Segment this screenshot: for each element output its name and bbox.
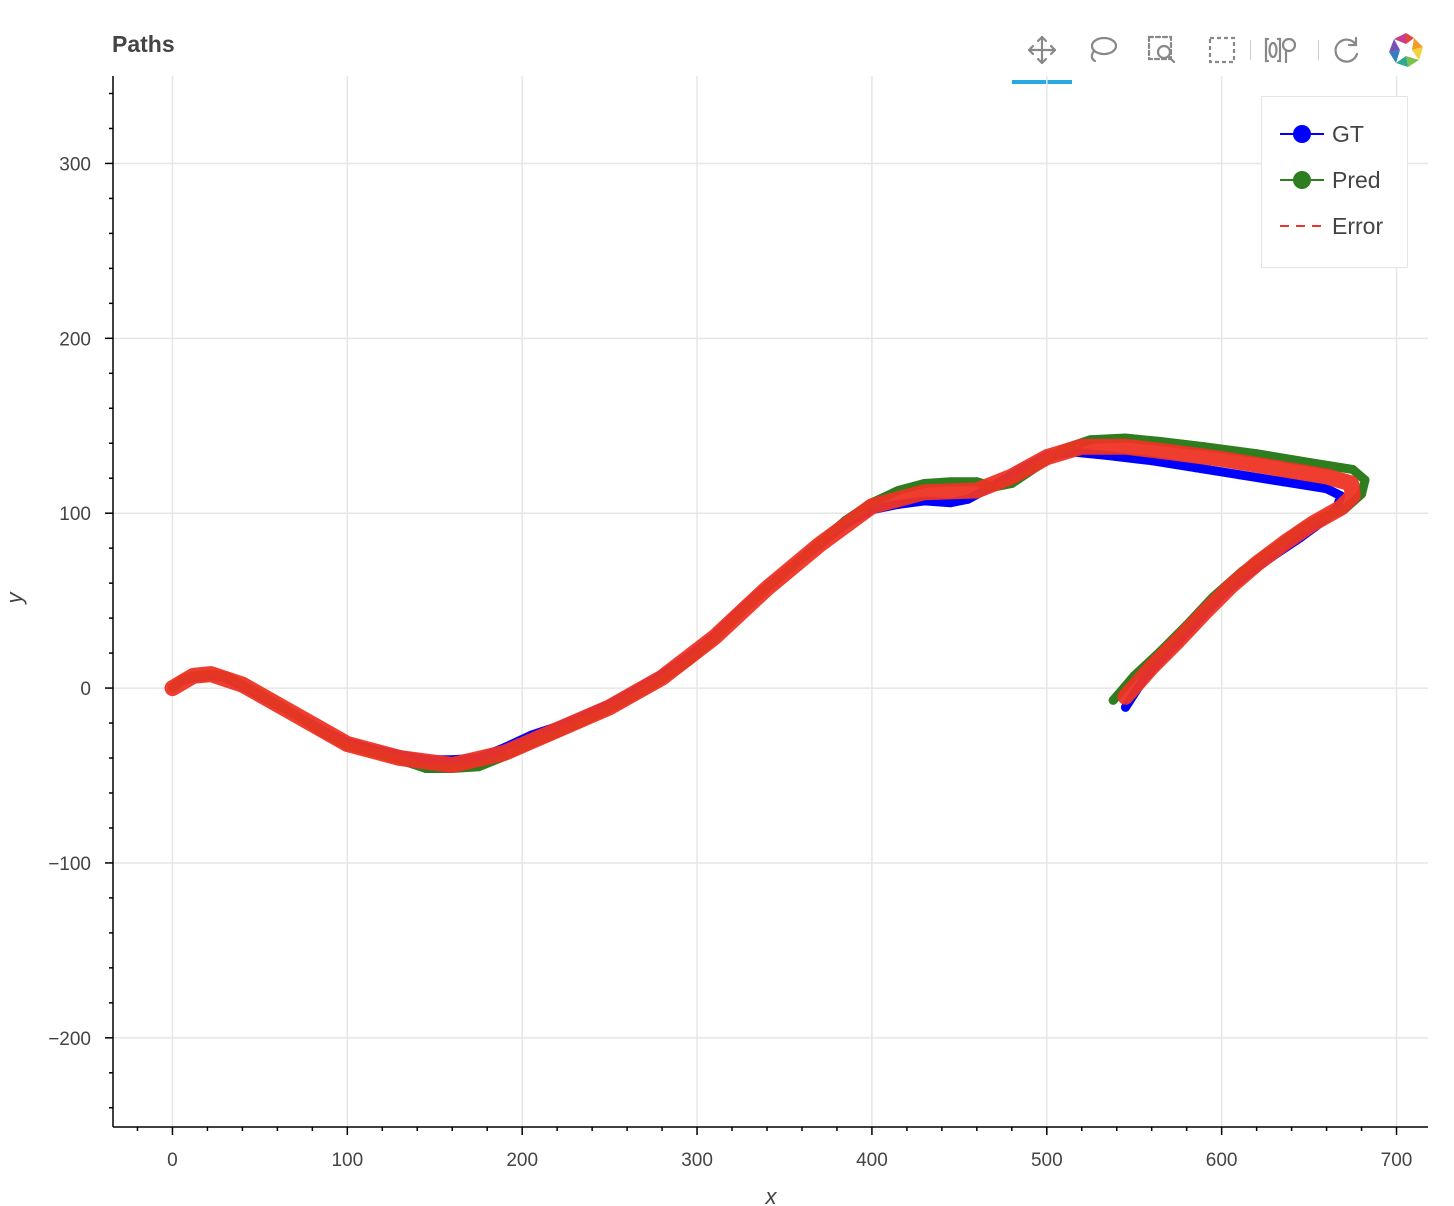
legend-glyph-gt: [1280, 125, 1324, 143]
x-tick-label: 600: [1206, 1150, 1238, 1171]
gt-point: [1147, 456, 1157, 466]
legend-item-error[interactable]: Error: [1280, 209, 1405, 243]
gt-point: [1278, 477, 1288, 487]
gt-point: [946, 498, 956, 508]
y-tick-label: 300: [59, 154, 91, 175]
gt-point: [1120, 702, 1130, 712]
grid: [113, 76, 1428, 1127]
y-tick-label: 0: [80, 679, 91, 700]
legend-label-pred: Pred: [1332, 167, 1381, 193]
lasso-select-tool[interactable]: [1082, 30, 1122, 70]
x-tick-label: 500: [1031, 1150, 1063, 1171]
legend-item-pred[interactable]: Pred: [1280, 163, 1405, 197]
box-select-tool[interactable]: [1202, 30, 1242, 70]
series-line-error: [164, 438, 1361, 773]
x-tick-label: 700: [1381, 1150, 1413, 1171]
y-axis-title: y: [2, 591, 27, 606]
hover-tool[interactable]: [1262, 30, 1302, 70]
chart-toolbar: [1010, 20, 1450, 84]
box-select-icon: [1208, 36, 1236, 64]
bokeh-logo[interactable]: [1386, 30, 1426, 70]
legend-label-error: Error: [1332, 213, 1384, 239]
pred-point: [1252, 449, 1262, 459]
bokeh-logo-icon: [1389, 33, 1423, 67]
x-tick-label: 200: [506, 1150, 538, 1171]
box-zoom-icon: [1147, 35, 1176, 64]
x-tick-label: 400: [856, 1150, 888, 1171]
toolbar-separator: [1250, 40, 1251, 60]
x-tick-label: 300: [681, 1150, 713, 1171]
y-tick-label: −200: [48, 1029, 91, 1050]
pred-point: [1360, 475, 1370, 485]
y-tick-label: 200: [59, 329, 91, 350]
y-tick-label: −100: [48, 854, 91, 875]
reset-icon: [1334, 36, 1359, 63]
x-tick-label: 100: [331, 1150, 363, 1171]
toolbar-separator: [1318, 40, 1319, 60]
pred-point: [1108, 695, 1118, 705]
pan-icon: [1027, 35, 1057, 65]
reset-tool[interactable]: [1326, 30, 1366, 70]
legend-item-gt[interactable]: GT: [1280, 117, 1405, 151]
pred-point: [1348, 464, 1358, 474]
pred-point: [1304, 457, 1314, 467]
gt-point: [1234, 470, 1244, 480]
gt-point: [1322, 484, 1332, 494]
box-zoom-tool[interactable]: [1142, 30, 1182, 70]
gt-point: [1190, 463, 1200, 473]
pan-tool[interactable]: [1012, 30, 1072, 84]
x-axis-title: x: [765, 1184, 778, 1206]
legend-glyph-error: [1280, 225, 1324, 227]
y-tick-label: 100: [59, 504, 91, 525]
legend-glyph-pred: [1280, 171, 1324, 189]
series-line-pred: [168, 433, 1370, 773]
x-tick-label: 0: [167, 1150, 178, 1171]
series-layer: [164, 433, 1370, 774]
axes: 0 100 200 300 400 500 600 700 −200 −100 0 100 200 300: [48, 76, 1428, 1171]
lasso-icon: [1090, 36, 1118, 63]
legend: GT Pred Error: [1261, 96, 1408, 268]
legend-label-gt: GT: [1332, 121, 1364, 147]
chart-title: Paths: [112, 31, 175, 57]
hover-icon: [1264, 37, 1297, 64]
